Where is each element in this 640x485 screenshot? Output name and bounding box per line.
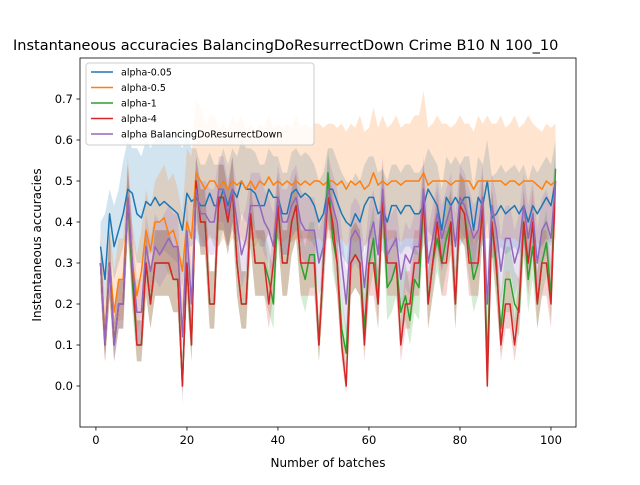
y-axis-label: Instantaneous accuracies — [30, 168, 44, 321]
x-tick-label: 60 — [362, 433, 377, 447]
band-alpha-0-5 — [100, 90, 556, 362]
series-lines — [99, 168, 557, 387]
x-axis-label: Number of batches — [271, 456, 386, 470]
y-tick-label: 0.3 — [55, 256, 73, 270]
x-tick-label: 20 — [180, 433, 195, 447]
x-axis: 0 20 40 60 80 100 — [92, 427, 562, 447]
legend-label-alpha-0-05: alpha-0.05 — [121, 68, 172, 79]
legend: alpha-0.05 alpha-0.5 alpha-1 alpha-4 alpha B… — [85, 62, 315, 146]
legend-label-alpha-4: alpha-4 — [121, 114, 157, 125]
x-tick-label: 0 — [92, 433, 99, 447]
legend-entries: alpha-0.05 alpha-0.5 alpha-1 alpha-4 alpha B… — [91, 68, 282, 141]
legend-label-alpha-0-5: alpha-0.5 — [121, 83, 166, 94]
x-tick-label: 40 — [271, 433, 286, 447]
x-tick-label: 80 — [453, 433, 468, 447]
legend-label-alpha-1: alpha-1 — [121, 99, 157, 110]
legend-label-alpha-balancingdoresurrectdown: alpha BalancingDoResurrectDown — [121, 130, 282, 141]
chart-title: Instantaneous accuracies BalancingDoResu… — [13, 38, 558, 54]
y-tick-label: 0.7 — [55, 92, 73, 106]
y-tick-label: 0.4 — [55, 215, 73, 229]
plot-frame — [79, 57, 577, 428]
legend-box — [85, 62, 315, 146]
y-tick-label: 0.0 — [55, 379, 73, 393]
y-tick-label: 0.2 — [55, 297, 73, 311]
y-tick-label: 0.1 — [55, 338, 73, 352]
y-tick-label: 0.5 — [55, 174, 73, 188]
band-alpha-balancingdoresurrectdown — [100, 148, 556, 407]
y-axis: 0.0 0.1 0.2 0.3 0.4 0.5 0.6 0.7 — [55, 92, 80, 393]
y-tick-label: 0.6 — [55, 133, 73, 147]
series-line-alpha-balancingdoresurrectdown — [99, 180, 557, 346]
x-tick-label: 100 — [540, 433, 562, 447]
